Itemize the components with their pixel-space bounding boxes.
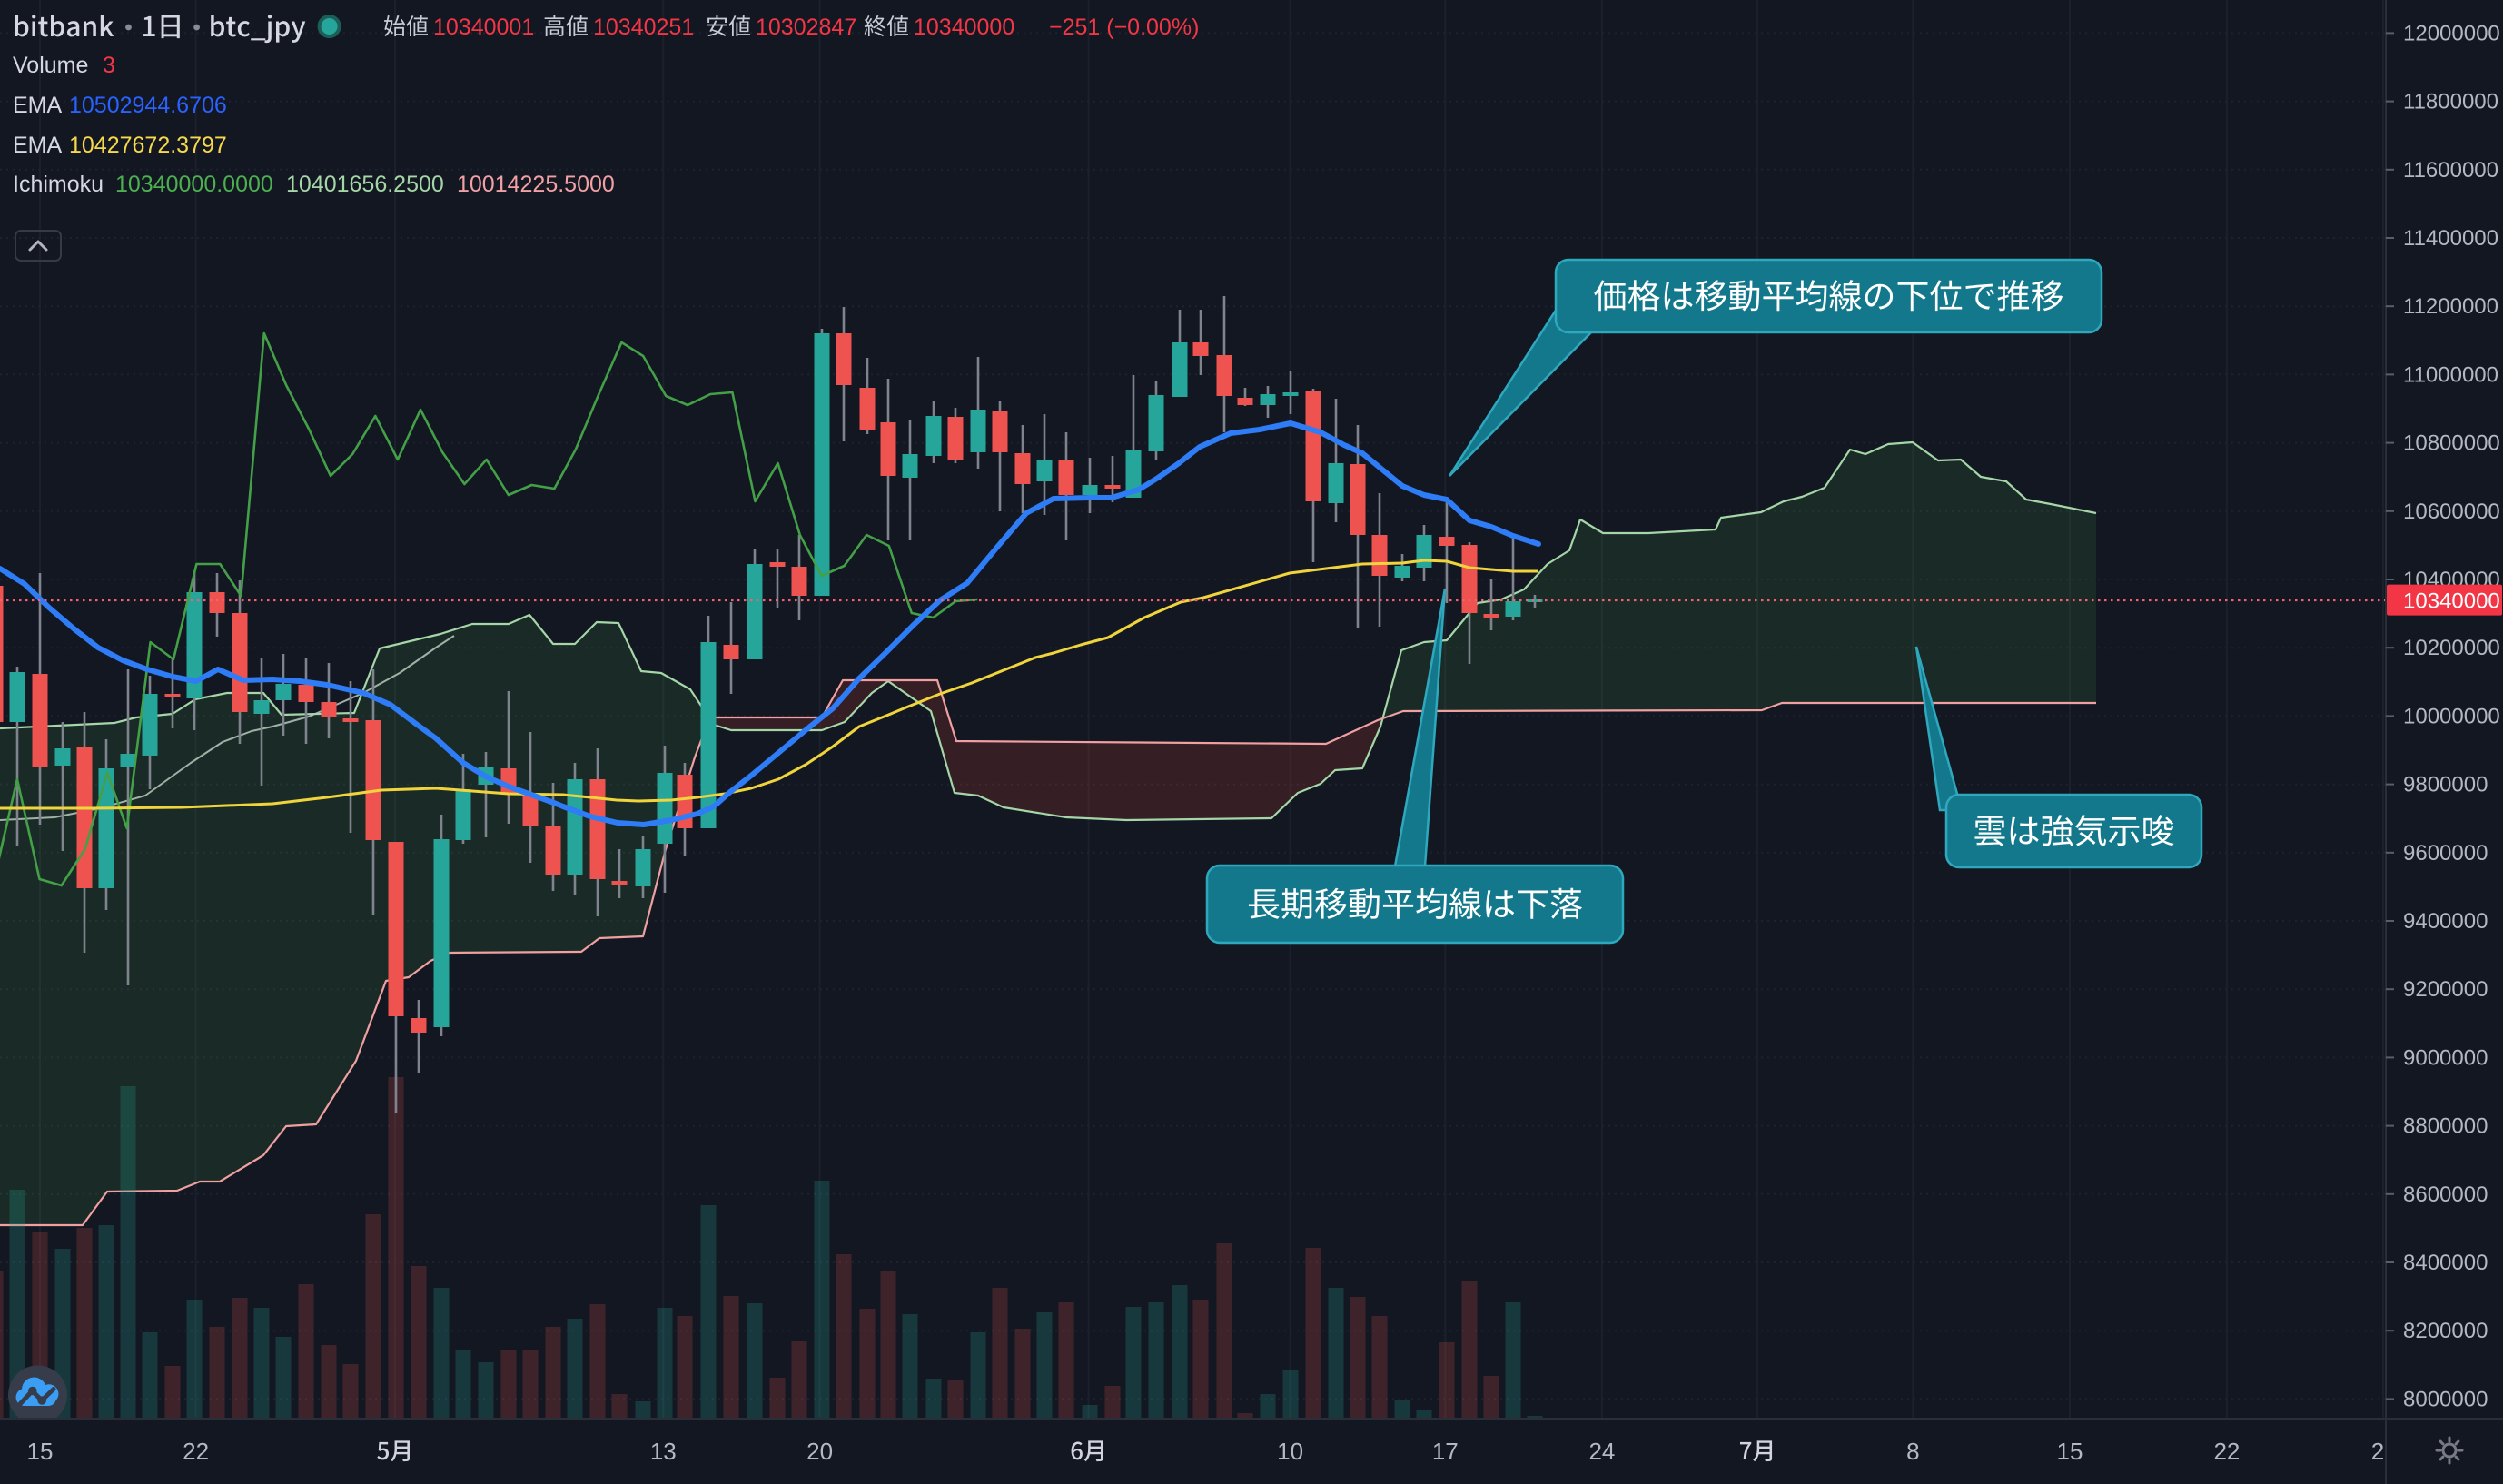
- svg-text:10800000: 10800000: [2403, 431, 2500, 456]
- svg-text:8200000: 8200000: [2403, 1319, 2488, 1343]
- svg-text:22: 22: [2213, 1438, 2240, 1465]
- svg-text:10302847: 10302847: [756, 15, 856, 40]
- svg-text:13: 13: [650, 1438, 677, 1465]
- svg-text:9200000: 9200000: [2403, 977, 2488, 1002]
- svg-text:12000000: 12000000: [2403, 21, 2500, 45]
- svg-text:−251 (−0.00%): −251 (−0.00%): [1049, 15, 1199, 40]
- svg-text:10340001: 10340001: [433, 15, 534, 40]
- svg-text:15: 15: [2057, 1438, 2083, 1465]
- svg-text:8800000: 8800000: [2403, 1114, 2488, 1139]
- svg-text:10340000.0000: 10340000.0000: [115, 172, 273, 197]
- svg-text:22: 22: [183, 1438, 209, 1465]
- svg-text:9800000: 9800000: [2403, 773, 2488, 797]
- svg-text:2: 2: [2371, 1438, 2384, 1465]
- svg-text:10401656.2500: 10401656.2500: [286, 172, 444, 197]
- svg-text:17: 17: [1432, 1438, 1459, 1465]
- svg-text:8600000: 8600000: [2403, 1182, 2488, 1207]
- svg-text:10502944.6706: 10502944.6706: [69, 93, 227, 118]
- svg-text:3: 3: [103, 53, 115, 78]
- svg-text:10427672.3797: 10427672.3797: [69, 133, 227, 158]
- svg-text:10000000: 10000000: [2403, 704, 2500, 728]
- svg-text:Ichimoku: Ichimoku: [13, 172, 104, 197]
- svg-text:9600000: 9600000: [2403, 841, 2488, 866]
- svg-text:24: 24: [1588, 1438, 1615, 1465]
- svg-text:Volume: Volume: [13, 53, 88, 78]
- svg-text:11200000: 11200000: [2403, 294, 2498, 319]
- svg-text:15: 15: [27, 1438, 54, 1465]
- svg-text:EMA: EMA: [13, 133, 63, 158]
- svg-text:10200000: 10200000: [2403, 636, 2500, 660]
- svg-text:10: 10: [1277, 1438, 1303, 1465]
- svg-text:11000000: 11000000: [2403, 362, 2498, 387]
- svg-text:10600000: 10600000: [2403, 500, 2500, 524]
- svg-text:8: 8: [1906, 1438, 1919, 1465]
- svg-text:11600000: 11600000: [2403, 158, 2498, 183]
- svg-text:10340251: 10340251: [593, 15, 694, 40]
- svg-text:EMA: EMA: [13, 93, 63, 118]
- svg-text:8400000: 8400000: [2403, 1251, 2488, 1275]
- svg-text:10340000: 10340000: [2403, 589, 2500, 614]
- svg-text:9000000: 9000000: [2403, 1045, 2488, 1070]
- svg-text:9400000: 9400000: [2403, 909, 2488, 934]
- svg-text:11800000: 11800000: [2403, 90, 2498, 114]
- svg-text:10340000: 10340000: [914, 15, 1014, 40]
- svg-text:20: 20: [806, 1438, 833, 1465]
- svg-text:8000000: 8000000: [2403, 1387, 2488, 1411]
- svg-text:11400000: 11400000: [2403, 226, 2498, 251]
- svg-text:10014225.5000: 10014225.5000: [457, 172, 615, 197]
